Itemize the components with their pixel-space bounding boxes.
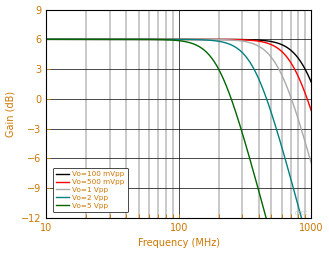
Vo=100 mVpp — [138, 38, 142, 41]
Line: Vo=5 Vpp: Vo=5 Vpp — [46, 39, 311, 254]
Vo=100 mVpp — [243, 38, 247, 41]
Vo=5 Vpp — [192, 43, 196, 46]
Vo=2 Vpp — [192, 38, 196, 41]
Vo=1 Vpp — [44, 38, 48, 41]
Vo=2 Vpp — [138, 38, 142, 41]
Vo=2 Vpp — [66, 38, 70, 41]
Line: Vo=1 Vpp: Vo=1 Vpp — [46, 39, 311, 163]
Vo=5 Vpp — [243, 142, 247, 145]
Vo=500 mVpp — [138, 38, 142, 41]
Vo=100 mVpp — [45, 38, 49, 41]
Text: CCCC: CCCC — [295, 211, 309, 216]
Vo=5 Vpp — [44, 38, 48, 41]
Vo=1 Vpp — [138, 38, 142, 41]
Legend: Vo=100 mVpp, Vo=500 mVpp, Vo=1 Vpp, Vo=2 Vpp, Vo=5 Vpp: Vo=100 mVpp, Vo=500 mVpp, Vo=1 Vpp, Vo=2… — [53, 168, 128, 212]
Vo=100 mVpp — [66, 38, 70, 41]
Vo=5 Vpp — [213, 61, 216, 64]
Vo=2 Vpp — [213, 39, 216, 42]
Vo=2 Vpp — [44, 38, 48, 41]
Vo=100 mVpp — [213, 38, 216, 41]
Y-axis label: Gain (dB): Gain (dB) — [6, 91, 15, 137]
Line: Vo=2 Vpp: Vo=2 Vpp — [46, 39, 311, 254]
Vo=5 Vpp — [45, 38, 49, 41]
Vo=500 mVpp — [243, 38, 247, 41]
Vo=500 mVpp — [44, 38, 48, 41]
Vo=2 Vpp — [45, 38, 49, 41]
Vo=5 Vpp — [66, 38, 70, 41]
Vo=5 Vpp — [138, 38, 142, 41]
Vo=500 mVpp — [192, 38, 196, 41]
Vo=1 Vpp — [309, 161, 313, 164]
Line: Vo=500 mVpp: Vo=500 mVpp — [46, 39, 311, 110]
Vo=1 Vpp — [45, 38, 49, 41]
Vo=1 Vpp — [192, 38, 196, 41]
Vo=1 Vpp — [243, 40, 247, 43]
Vo=2 Vpp — [309, 252, 313, 254]
Vo=500 mVpp — [45, 38, 49, 41]
Vo=1 Vpp — [66, 38, 70, 41]
Vo=100 mVpp — [309, 81, 313, 84]
Vo=2 Vpp — [243, 54, 247, 57]
Vo=100 mVpp — [44, 38, 48, 41]
Line: Vo=100 mVpp: Vo=100 mVpp — [46, 39, 311, 82]
Vo=500 mVpp — [66, 38, 70, 41]
Vo=500 mVpp — [213, 38, 216, 41]
Vo=100 mVpp — [192, 38, 196, 41]
Vo=1 Vpp — [213, 38, 216, 41]
X-axis label: Frequency (MHz): Frequency (MHz) — [138, 239, 220, 248]
Vo=500 mVpp — [309, 109, 313, 112]
